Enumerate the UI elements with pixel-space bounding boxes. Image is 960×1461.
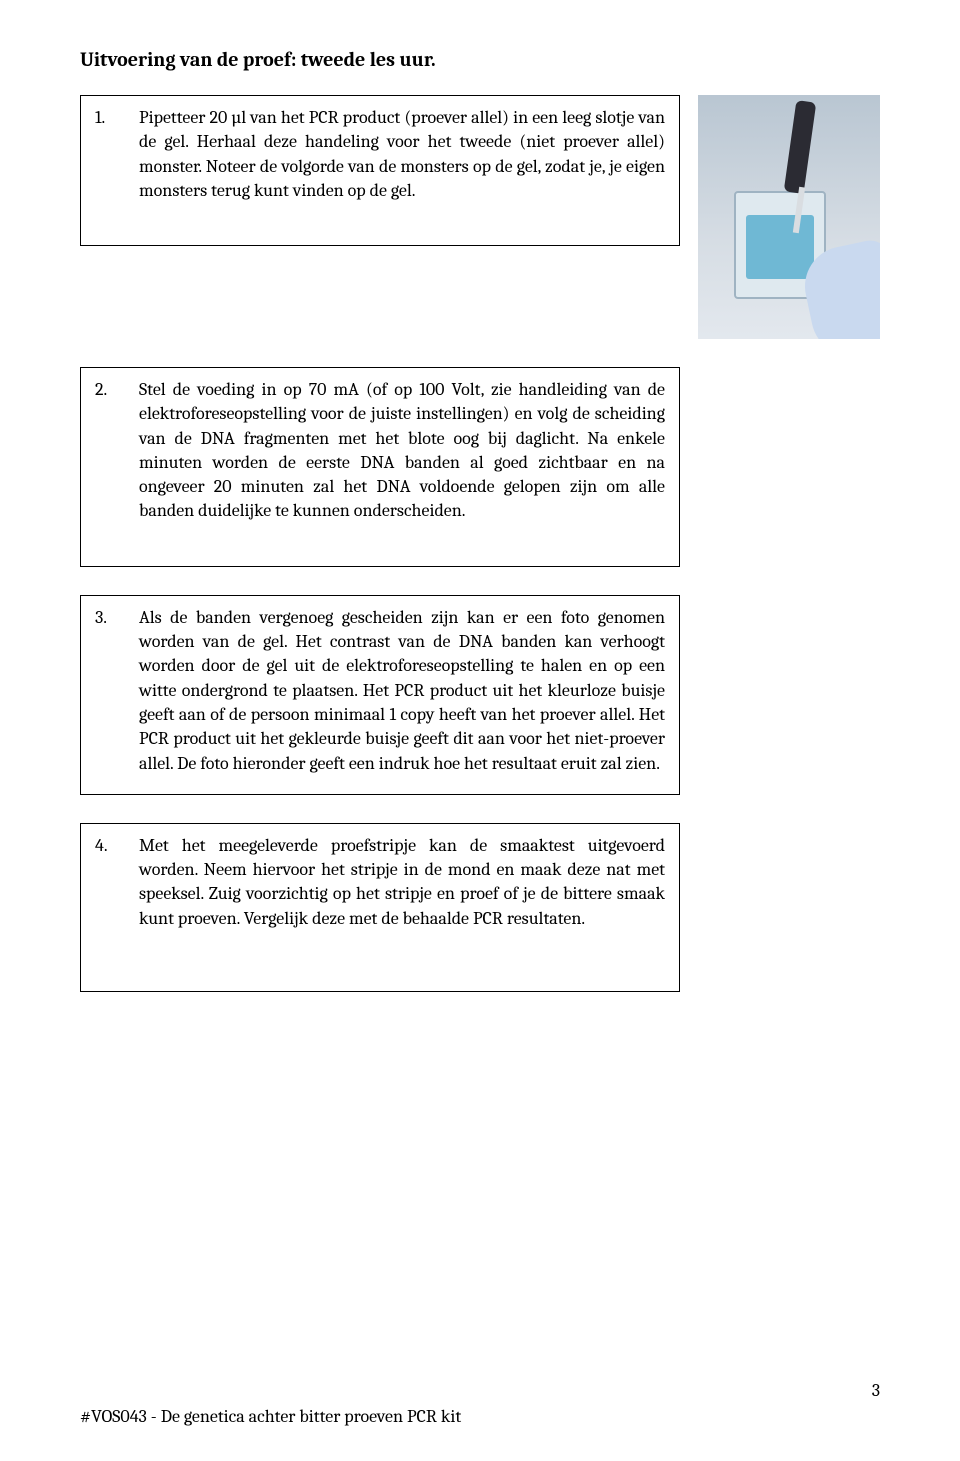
- step-3-number: 3.: [95, 606, 115, 630]
- step-1-box: 1. Pipetteer 20 µl van het PCR product (…: [80, 95, 680, 246]
- page-number: 3: [872, 1380, 880, 1401]
- step-2-text: Stel de voeding in op 70 mA (of op 100 V…: [139, 378, 665, 524]
- step-3-text: Als de banden vergenoeg gescheiden zijn …: [139, 606, 665, 776]
- step-4-row: 4. Met het meegeleverde proefstripje kan…: [80, 823, 880, 992]
- step-1-text: Pipetteer 20 µl van het PCR product (pro…: [139, 106, 665, 203]
- photo-gel: [746, 215, 814, 279]
- step-1-row: 1. Pipetteer 20 µl van het PCR product (…: [80, 95, 880, 339]
- page: Uitvoering van de proef: tweede les uur.…: [0, 0, 960, 1461]
- section-title: Uitvoering van de proef: tweede les uur.: [80, 48, 880, 71]
- gel-loading-photo: [698, 95, 880, 339]
- step-3-box: 3. Als de banden vergenoeg gescheiden zi…: [80, 595, 680, 795]
- footer-text: #VOS043 - De genetica achter bitter proe…: [80, 1406, 461, 1427]
- step-4-number: 4.: [95, 834, 115, 858]
- step-2-number: 2.: [95, 378, 115, 402]
- step-4-box: 4. Met het meegeleverde proefstripje kan…: [80, 823, 680, 992]
- step-2-box: 2. Stel de voeding in op 70 mA (of op 10…: [80, 367, 680, 567]
- step-1-number: 1.: [95, 106, 115, 130]
- step-4-text: Met het meegeleverde proefstripje kan de…: [139, 834, 665, 931]
- step-3-row: 3. Als de banden vergenoeg gescheiden zi…: [80, 595, 880, 795]
- step-2-row: 2. Stel de voeding in op 70 mA (of op 10…: [80, 367, 880, 567]
